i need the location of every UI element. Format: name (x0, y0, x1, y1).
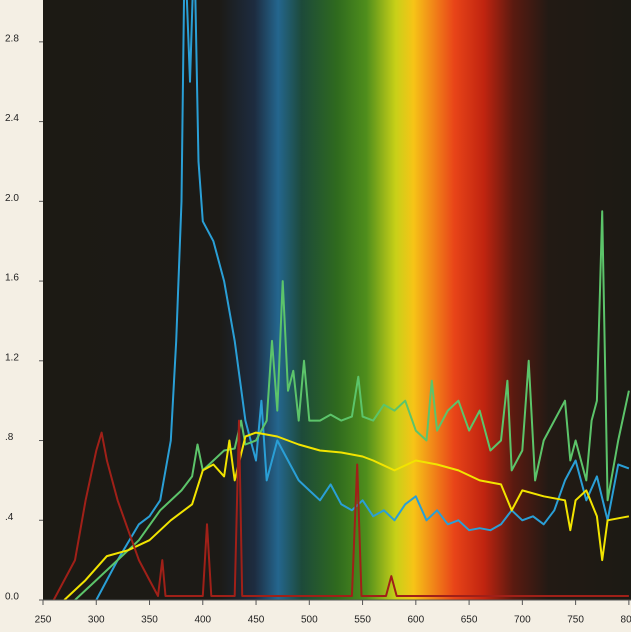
x-tick-label: 350 (141, 615, 158, 626)
x-tick-label: 450 (248, 615, 265, 626)
y-tick-label: 2.8 (5, 34, 19, 45)
x-tick-label: 250 (35, 615, 52, 626)
x-tick-label: 600 (407, 615, 424, 626)
spectrum-band (43, 0, 631, 600)
y-tick-label: 1.2 (5, 352, 19, 363)
x-tick-label: 700 (514, 615, 531, 626)
x-tick-label: 400 (194, 615, 211, 626)
y-tick-label: 2.0 (5, 193, 19, 204)
x-tick-label: 800 (621, 615, 631, 626)
y-tick-label: .4 (5, 512, 14, 523)
x-tick-label: 500 (301, 615, 318, 626)
x-tick-label: 650 (461, 615, 478, 626)
x-tick-label: 550 (354, 615, 371, 626)
y-tick-label: 1.6 (5, 273, 19, 284)
x-tick-label: 300 (88, 615, 105, 626)
x-tick-label: 750 (567, 615, 584, 626)
chart: 0.0 .4 .8 1.2 1.6 2.0 2.4 2.8 250 300 350 400 450 500… (0, 0, 631, 632)
y-tick-label: 0.0 (5, 592, 19, 603)
y-tick-label: .8 (5, 432, 14, 443)
y-tick-label: 2.4 (5, 113, 19, 124)
